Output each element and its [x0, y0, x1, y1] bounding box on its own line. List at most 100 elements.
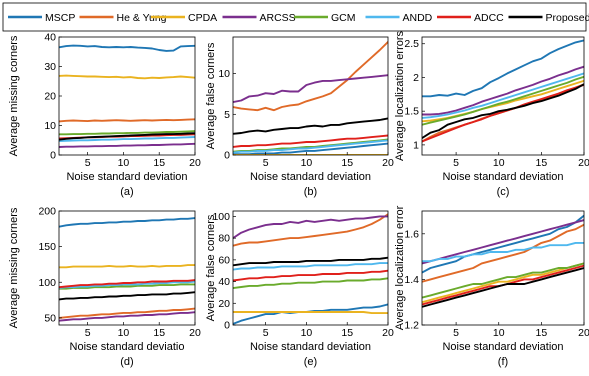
y-tick-label: 150 [38, 241, 56, 253]
x-tick-label: 20 [189, 327, 201, 339]
series-line-arcss [233, 74, 388, 104]
series-line-gcm [422, 75, 584, 126]
series-line-proposed [233, 256, 388, 267]
series-line-gcm [422, 262, 584, 299]
series-group [233, 213, 388, 325]
y-tick-label: 100 [38, 277, 56, 289]
series-line-arcss [422, 219, 584, 265]
x-tick-label: 20 [189, 157, 201, 169]
series-line-mscp [59, 217, 195, 228]
axes-frame [421, 210, 585, 326]
legend-label-andd: ANDD [403, 12, 433, 24]
series-group [59, 217, 195, 322]
series-group [422, 39, 584, 143]
series-line-mscp [422, 214, 584, 274]
legend: MSCP He & Yung CPDA ARCSS GCM ANDD ADCC Propose… [2, 2, 589, 32]
y-tick-label: 60 [218, 254, 230, 266]
x-tick-label: 20 [578, 327, 589, 339]
legend-label-proposed: Proposed [546, 12, 589, 24]
series-line-cpda [422, 262, 584, 304]
series-line-gcm [59, 130, 195, 136]
series-line-arcss [59, 311, 195, 322]
panel-e: 5 10 15 20 0 20 40 60 80 100 Noise standard deviat… [205, 210, 394, 368]
x-axis-label: Noise standard deviation [442, 171, 563, 183]
series-line-cpda [59, 264, 195, 269]
panel-label: (b) [304, 186, 317, 198]
y-tick-label: 1.2 [404, 320, 419, 332]
x-axis-label: Noise standard deviation [66, 171, 187, 183]
x-tick-label: 10 [118, 157, 130, 169]
series-group [422, 214, 584, 308]
series-line-andd [59, 280, 195, 289]
y-tick-label: 20 [44, 91, 56, 103]
series-line-andd [233, 139, 388, 154]
y-tick-label: 50 [44, 312, 56, 324]
series-line-proposed [422, 83, 584, 140]
x-tick-label: 15 [341, 157, 353, 169]
x-tick-label: 20 [382, 157, 394, 169]
panel-label: (f) [498, 356, 508, 368]
x-axis-label: Noise standard deviatio [70, 341, 185, 353]
x-tick-label: 15 [153, 327, 165, 339]
series-line-mscp [233, 303, 388, 325]
panel-label: (c) [497, 186, 510, 198]
y-axis-label: Average localization errors [394, 30, 406, 161]
y-tick-label: 2 [413, 72, 419, 84]
series-line-he-yung [233, 40, 388, 112]
y-tick-label: 100 [212, 211, 230, 223]
y-tick-label: 10 [44, 120, 56, 132]
x-tick-label: 5 [85, 327, 91, 339]
y-tick-label: 20 [218, 298, 230, 310]
series-line-adcc [233, 269, 388, 282]
x-tick-label: 20 [578, 157, 589, 169]
series-line-gcm [233, 277, 388, 290]
legend-label-gcm: GCM [331, 12, 356, 24]
legend-label-he-yung: He & Yung [117, 12, 167, 24]
series-line-he-yung [59, 118, 195, 123]
y-tick-label: 5 [224, 109, 230, 121]
series-line-andd [233, 262, 388, 271]
series-line-cpda [233, 311, 388, 315]
series-line-andd [59, 136, 195, 143]
series-line-adcc [422, 83, 584, 143]
panel-label: (a) [120, 186, 133, 198]
legend-label-arcss: ARCSS [260, 12, 296, 24]
series-line-andd [422, 241, 584, 263]
panel-c: 5 10 15 20 1 1.5 2 2.5 Noise standard deviation A… [394, 30, 589, 198]
series-line-mscp [233, 142, 388, 155]
y-tick-label: 2.5 [404, 38, 419, 50]
series-line-adcc [59, 279, 195, 289]
y-axis-label: Average missing corners [8, 207, 20, 328]
y-axis-label: Average missing corners [8, 35, 20, 156]
axes-frame [421, 36, 585, 156]
series-group [59, 44, 195, 148]
series-line-arcss [59, 142, 195, 148]
y-tick-label: 0 [224, 150, 230, 162]
x-tick-label: 10 [118, 327, 130, 339]
series-line-he-yung [422, 223, 584, 283]
y-tick-label: 200 [38, 206, 56, 218]
series-line-proposed [59, 132, 195, 141]
series-line-mscp [59, 44, 195, 52]
y-tick-label: 80 [218, 233, 230, 245]
y-tick-label: 10 [218, 68, 230, 80]
y-tick-label: 0 [224, 320, 230, 332]
x-tick-label: 15 [341, 327, 353, 339]
series-line-gcm [59, 283, 195, 290]
y-tick-label: 40 [218, 276, 230, 288]
panel-label: (d) [120, 356, 133, 368]
series-line-andd [422, 72, 584, 119]
axes-frame [58, 210, 196, 326]
series-line-cpda [59, 74, 195, 80]
series-line-mscp [422, 39, 584, 98]
y-axis-label: Average false corners [205, 214, 217, 321]
x-tick-label: 15 [536, 157, 548, 169]
series-line-he-yung [233, 213, 388, 247]
y-tick-label: 1.6 [404, 228, 419, 240]
panel-a: 5 10 15 20 0 10 20 30 40 Noise standard deviation… [8, 32, 201, 199]
x-tick-label: 5 [453, 327, 459, 339]
x-tick-label: 5 [453, 157, 459, 169]
y-tick-label: 0 [50, 150, 56, 162]
